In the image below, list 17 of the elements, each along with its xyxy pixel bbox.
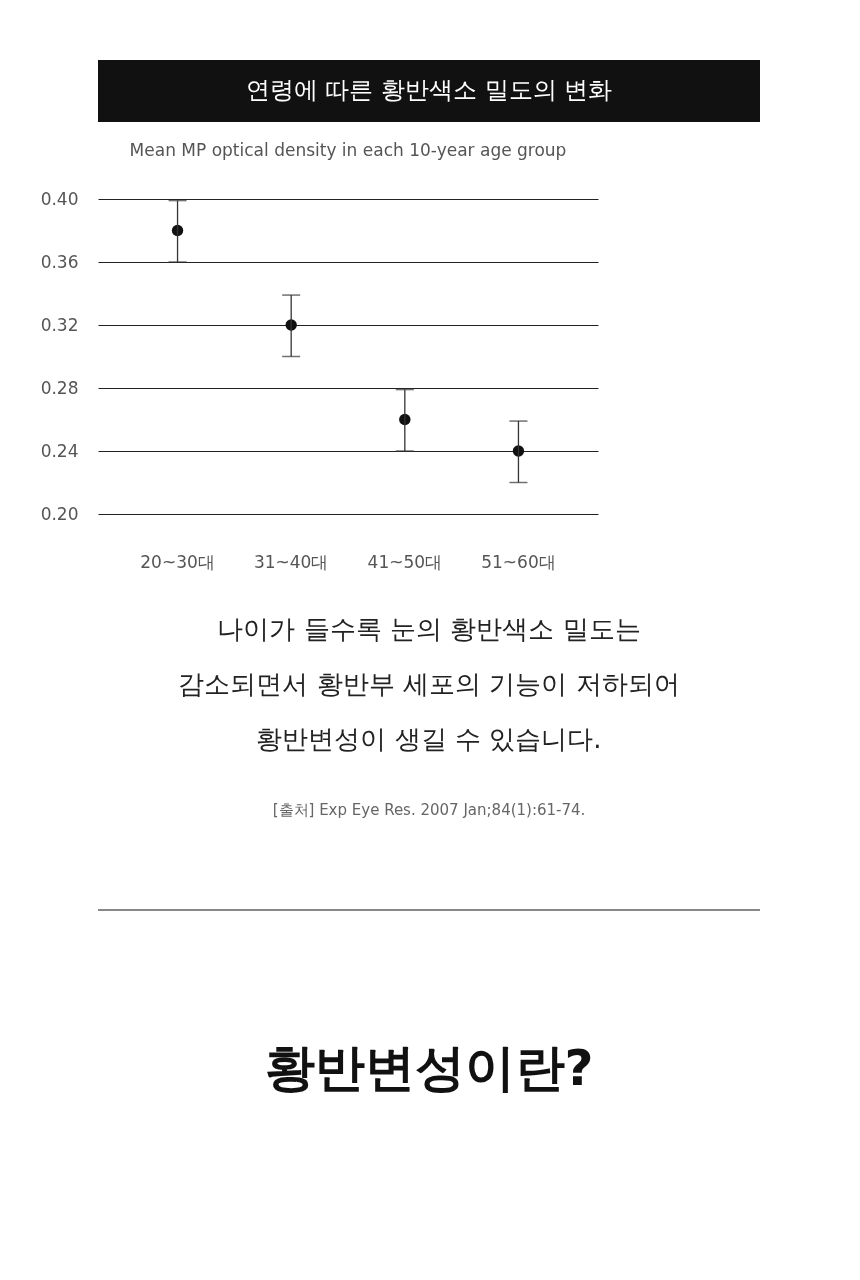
y-tick-label: 0.40 (40, 188, 79, 209)
y-tick-label: 0.32 (40, 314, 79, 335)
text: 감소되면서 황반부 세포의 기능이 저하되어 (178, 669, 680, 699)
y-tick-label: 0.28 (40, 377, 79, 398)
x-tick-label: 31~40대 (253, 551, 329, 572)
chart-title: 연령에 따른 황반색소 밀도의 변화 (245, 76, 613, 104)
text: 나이가 들수록 눈의 황반색소 밀도는 (217, 614, 641, 644)
x-tick-label: 51~60대 (481, 551, 556, 572)
y-tick-label: 0.20 (40, 503, 79, 524)
y-tick-label: 0.24 (40, 440, 79, 461)
text: 황반변성이 생길 수 있습니다. (256, 724, 602, 754)
chart-subtitle: Mean MP optical density in each 10-year age group (129, 140, 567, 160)
text: 황반변성이란? (264, 1039, 594, 1097)
y-tick-label: 0.36 (40, 251, 79, 272)
text: [출처] Exp Eye Res. 2007 Jan;84(1):61-74. (272, 801, 586, 819)
x-tick-label: 41~50대 (367, 551, 443, 572)
x-tick-label: 20~30대 (140, 551, 215, 572)
